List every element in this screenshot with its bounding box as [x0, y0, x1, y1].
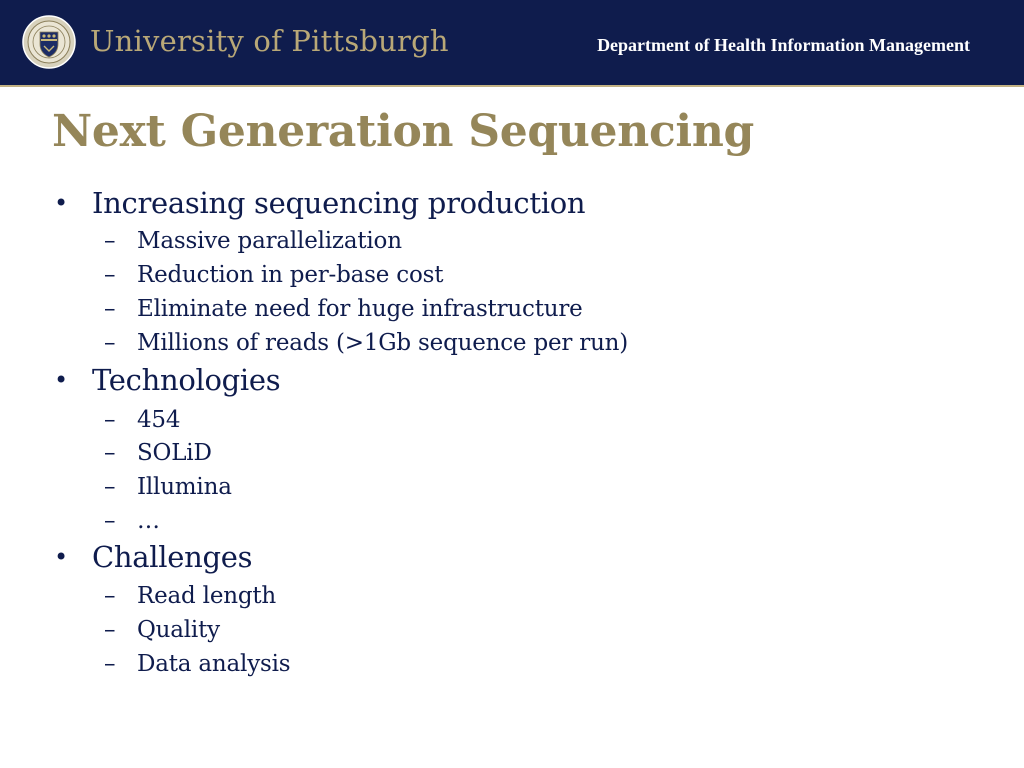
bullet-text: Technologies [92, 363, 281, 397]
sub-bullet-text: Eliminate need for huge infrastructure [137, 296, 583, 322]
bullet-icon: • [54, 189, 68, 217]
university-seal-icon [22, 15, 76, 69]
sub-bullet-item: – SOLiD [104, 438, 212, 468]
sub-bullet-text: 454 [137, 407, 181, 433]
sub-bullet-item: – Read length [104, 581, 277, 611]
sub-bullet-item: – Reduction in per-base cost [104, 260, 444, 290]
sub-bullet-item: – Eliminate need for huge infrastructure [104, 294, 583, 324]
sub-bullet-text: Millions of reads (>1Gb sequence per run… [137, 330, 629, 356]
bullet-text: Challenges [92, 540, 253, 574]
bullet-icon: • [54, 366, 68, 394]
sub-bullet-item: – Quality [104, 615, 220, 645]
sub-bullet-item: – Massive parallelization [104, 226, 402, 256]
sub-bullet-item: – … [104, 506, 160, 536]
header-divider [0, 85, 1024, 87]
sub-bullet-text: Quality [137, 617, 220, 643]
bullet-item: • Technologies [54, 362, 281, 398]
sub-bullet-item: – 454 [104, 405, 181, 435]
department-name: Department of Health Information Managem… [597, 35, 970, 55]
university-wordmark: University of Pittsburgh [90, 24, 449, 58]
dash-icon: – [104, 407, 116, 433]
header-band: University of Pittsburgh Department of H… [0, 0, 1024, 85]
sub-bullet-text: Illumina [137, 474, 232, 500]
sub-bullet-text: SOLiD [137, 440, 212, 466]
dash-icon: – [104, 583, 116, 609]
slide-title: Next Generation Sequencing [52, 106, 755, 157]
sub-bullet-text: Read length [137, 583, 277, 609]
dash-icon: – [104, 651, 116, 677]
sub-bullet-item: – Millions of reads (>1Gb sequence per r… [104, 328, 629, 358]
sub-bullet-text: … [137, 508, 160, 534]
bullet-icon: • [54, 543, 68, 571]
bullet-item: • Increasing sequencing production [54, 185, 586, 221]
bullet-text: Increasing sequencing production [92, 186, 586, 220]
dash-icon: – [104, 296, 116, 322]
dash-icon: – [104, 617, 116, 643]
bullet-item: • Challenges [54, 539, 253, 575]
dash-icon: – [104, 440, 116, 466]
dash-icon: – [104, 228, 116, 254]
sub-bullet-text: Massive parallelization [137, 228, 402, 254]
sub-bullet-text: Data analysis [137, 651, 291, 677]
dash-icon: – [104, 474, 116, 500]
dash-icon: – [104, 330, 116, 356]
dash-icon: – [104, 508, 116, 534]
dash-icon: – [104, 262, 116, 288]
sub-bullet-item: – Illumina [104, 472, 232, 502]
sub-bullet-text: Reduction in per-base cost [137, 262, 444, 288]
sub-bullet-item: – Data analysis [104, 649, 291, 679]
